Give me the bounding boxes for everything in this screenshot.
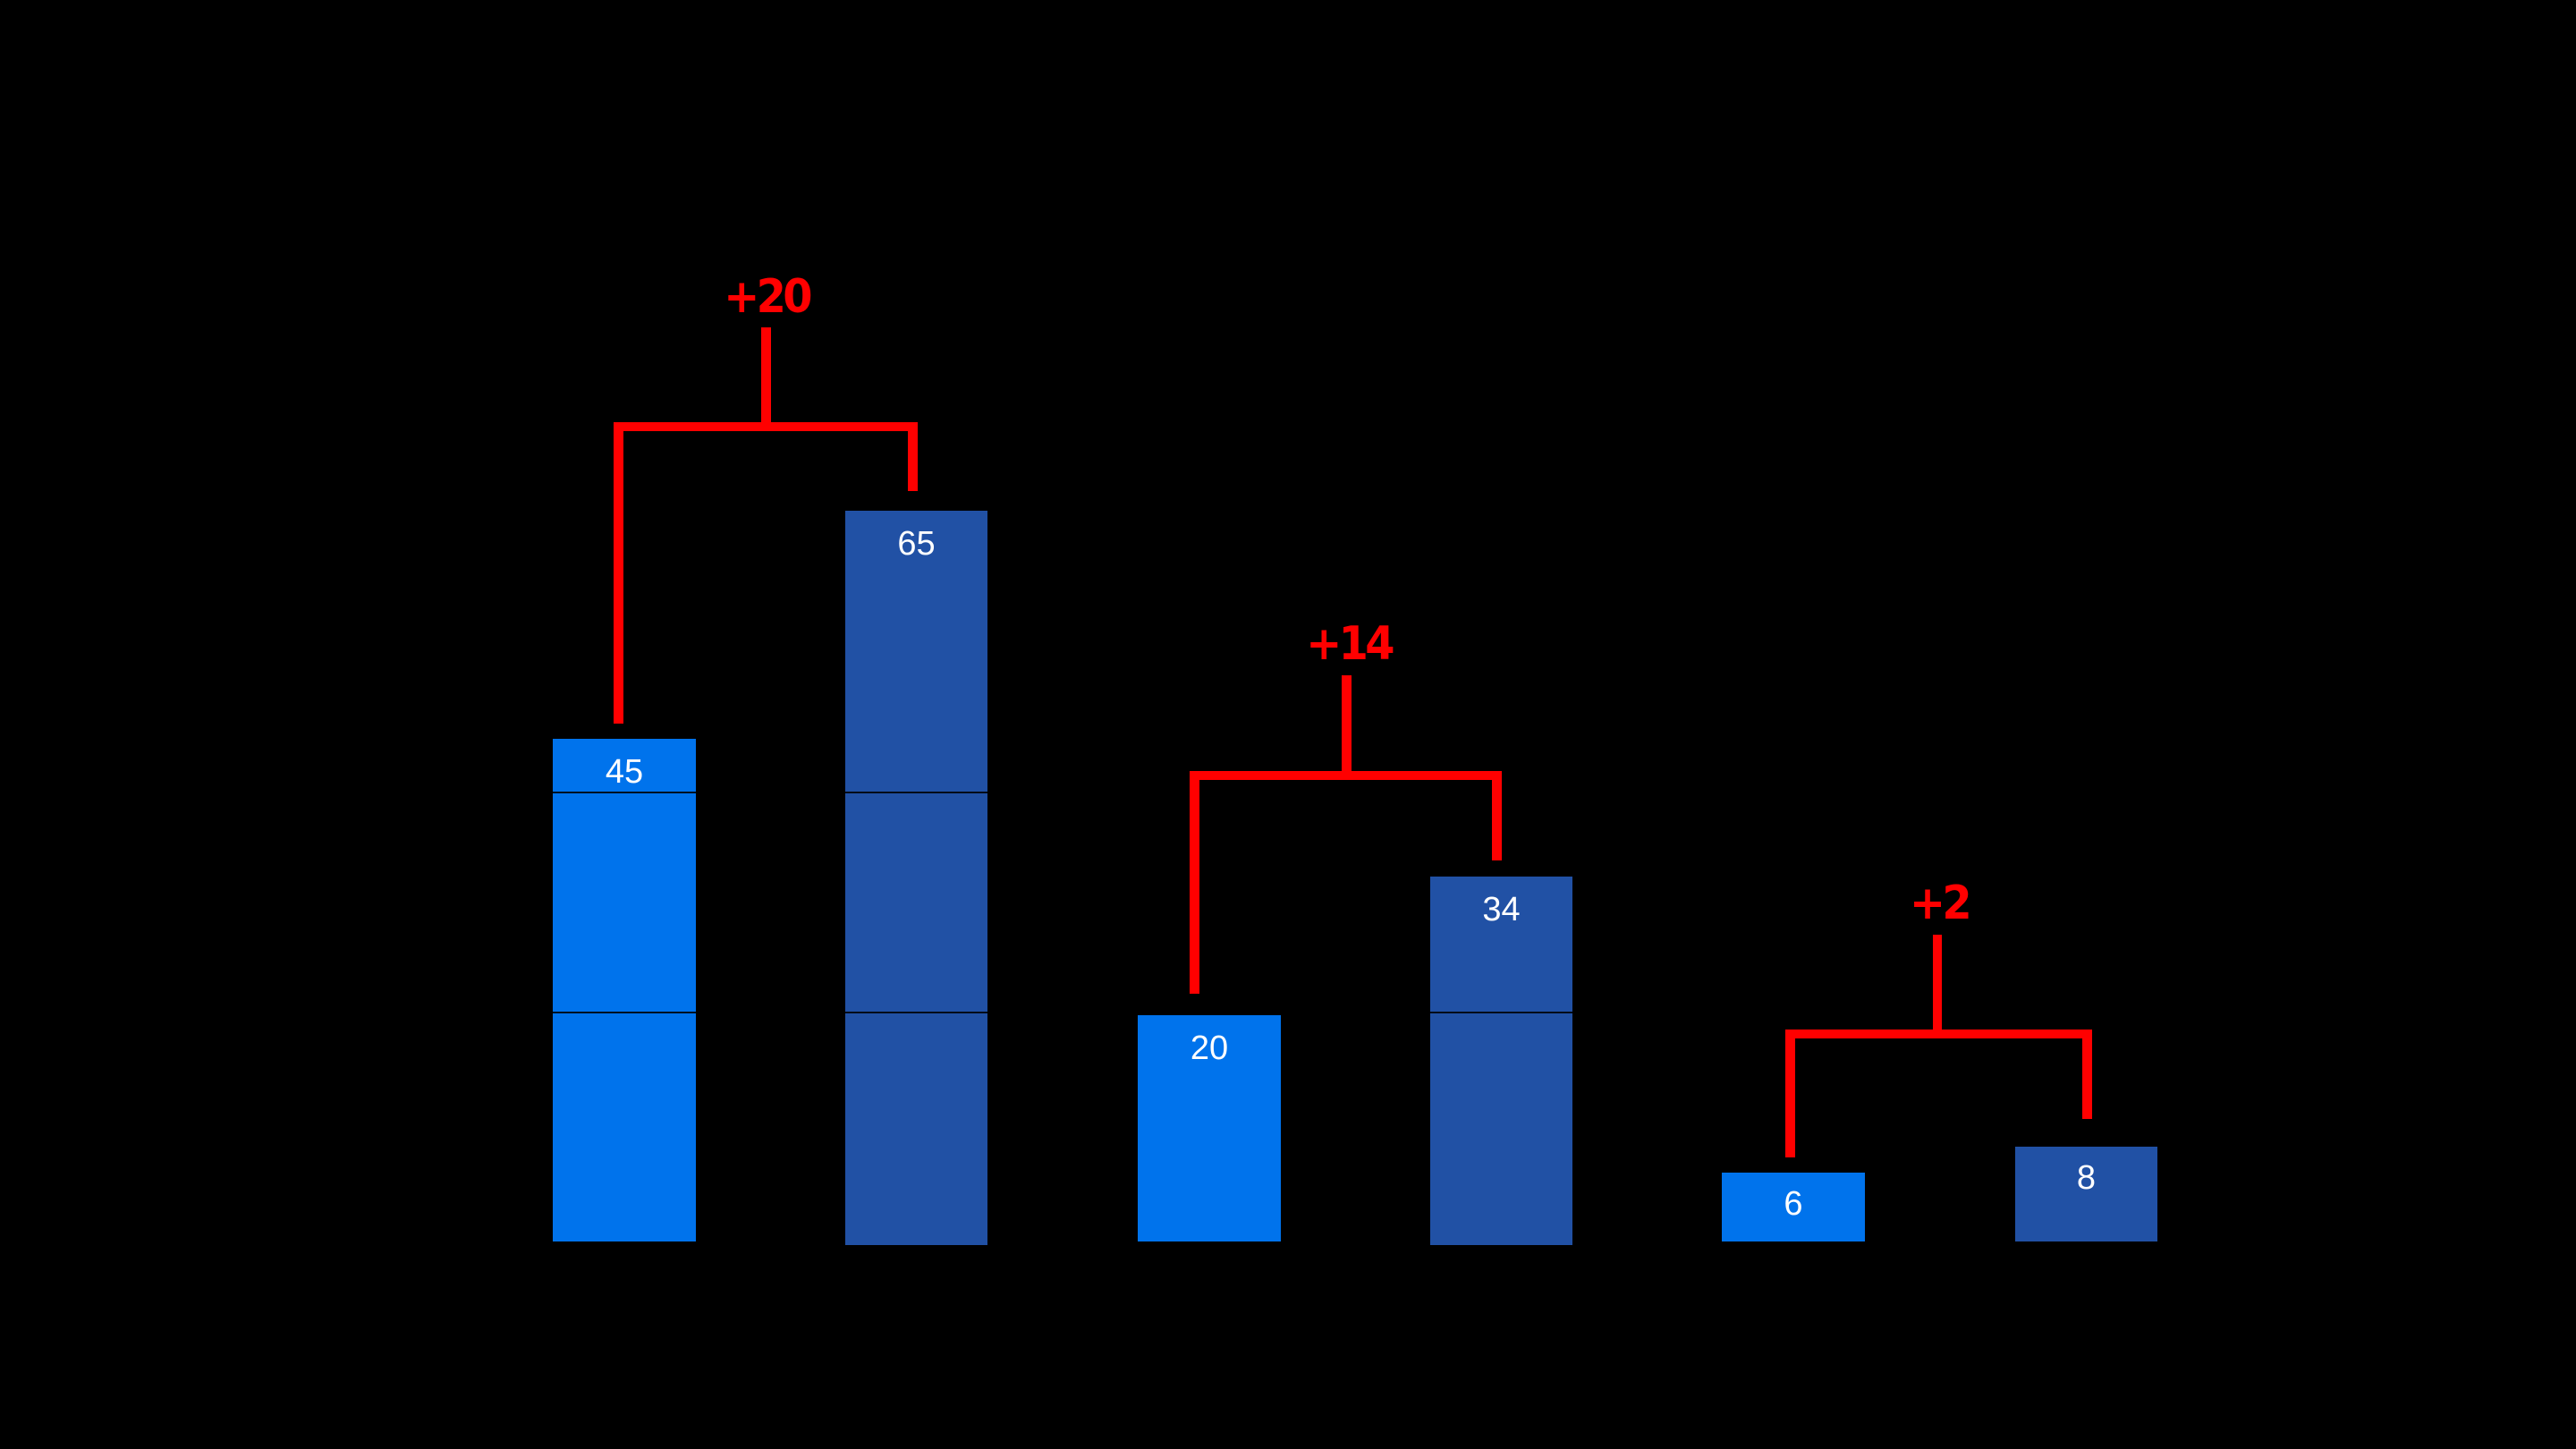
- delta-label: +20: [724, 270, 812, 324]
- bar-value-label: 6: [1784, 1185, 1803, 1223]
- bar-group3-before: 6: [1722, 1173, 1865, 1241]
- bar-group1-after: 65: [845, 511, 987, 1245]
- bar-group1-before: 45: [553, 739, 696, 1241]
- bar-value-label: 34: [1482, 891, 1521, 928]
- bar-group2-after: 34: [1430, 877, 1572, 1245]
- gridline: [537, 792, 2174, 793]
- bar-group3-after: 8: [2015, 1147, 2157, 1241]
- delta-label: +2: [1909, 877, 1972, 930]
- delta-label: +14: [1306, 617, 1394, 671]
- bar-value-label: 8: [2076, 1159, 2097, 1197]
- gridline: [537, 1012, 2174, 1013]
- bar-value-label: 65: [897, 525, 936, 563]
- bar-value-label: 45: [605, 753, 644, 791]
- bar-group2-before: 20: [1138, 1015, 1281, 1241]
- bar-value-label: 20: [1190, 1030, 1229, 1067]
